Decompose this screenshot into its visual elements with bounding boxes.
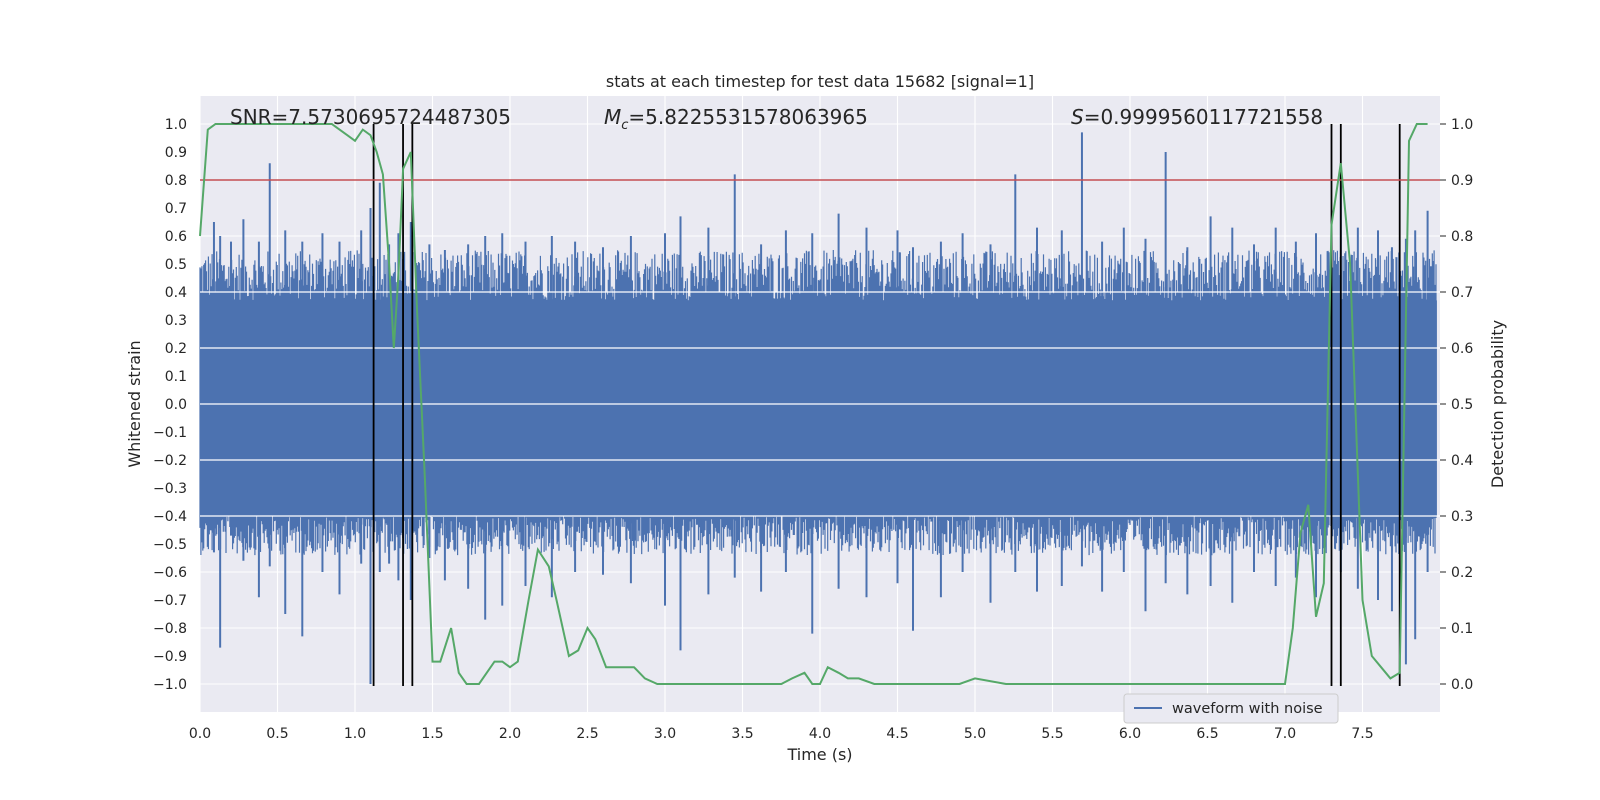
x-tick-label: 6.0 <box>1119 726 1141 742</box>
y-left-tick-label: 0.1 <box>165 369 187 385</box>
s-value: =0.9999560117721558 <box>1084 105 1323 129</box>
y-left-tick-label: 0.4 <box>165 285 187 301</box>
y-left-axis-label: Whitened strain <box>125 340 144 467</box>
x-tick-labels: 0.0 0.5 1.0 1.5 2.0 2.5 3.0 3.5 4.0 4.5 5.0 5.5 6.0 6… <box>189 726 1374 742</box>
chirp-mass-annotation: Mc=5.8225531578063965 <box>604 105 868 133</box>
y-left-tick-label: 0.2 <box>165 341 187 357</box>
legend: waveform with noise <box>1123 693 1339 724</box>
y-left-tick-label: −0.1 <box>153 425 187 441</box>
y-left-tick-label: 0.9 <box>165 145 187 161</box>
y-left-tick-label: −0.7 <box>153 593 187 609</box>
y-left-tick-label: −0.5 <box>153 537 187 553</box>
y-left-tick-label: −0.6 <box>153 565 187 581</box>
y-right-tick-label: 0.4 <box>1451 453 1473 469</box>
x-tick-label: 2.0 <box>499 726 521 742</box>
x-tick-label: 4.0 <box>809 726 831 742</box>
snr-annotation: SNR=7.5730695724487305 <box>230 105 511 129</box>
y-left-tick-label: 0.6 <box>165 229 187 245</box>
x-tick-label: 5.5 <box>1041 726 1063 742</box>
chirp-mass-symbol: M <box>604 105 621 129</box>
y-left-tick-label: 0.8 <box>165 173 187 189</box>
vertical-lines <box>372 124 1401 686</box>
y-left-tick-label: 0.5 <box>165 257 187 273</box>
y-left-tick-label: 0.7 <box>165 201 187 217</box>
y-right-tick-label: 0.6 <box>1451 341 1473 357</box>
y-right-tick-label: 0.5 <box>1451 397 1473 413</box>
chirp-mass-value: =5.8225531578063965 <box>628 105 867 129</box>
y-left-tick-label: 1.0 <box>165 117 187 133</box>
y-right-axis-label: Detection probability <box>1488 320 1507 488</box>
y-left-tick-label: −0.2 <box>153 453 187 469</box>
x-tick-label: 6.5 <box>1196 726 1218 742</box>
y-left-tick-label: −0.4 <box>153 509 187 525</box>
y-left-tick-label: −0.3 <box>153 481 187 497</box>
waveform-series <box>199 132 1440 684</box>
chirp-mass-subscript: c <box>621 118 628 133</box>
y-right-tick-label: 0.0 <box>1451 677 1473 693</box>
y-right-tick-label: 0.1 <box>1451 621 1473 637</box>
legend-box <box>1123 693 1339 724</box>
s-symbol: S <box>1071 105 1084 129</box>
x-tick-label: 5.0 <box>964 726 986 742</box>
x-tick-label: 4.5 <box>886 726 908 742</box>
x-tick-label: 3.0 <box>654 726 676 742</box>
y-right-tick-label: 0.9 <box>1451 173 1473 189</box>
waveform-noise-texture <box>199 250 1437 556</box>
s-annotation: S=0.9999560117721558 <box>1071 105 1323 129</box>
y-right-tick-label: 0.7 <box>1451 285 1473 301</box>
y-right-tick-label: 0.2 <box>1451 565 1473 581</box>
y-left-tick-label: 0.0 <box>165 397 187 413</box>
x-tick-label: 7.5 <box>1351 726 1373 742</box>
legend-entry-waveform: waveform with noise <box>1172 701 1323 717</box>
chart-title: stats at each timestep for test data 156… <box>606 72 1034 91</box>
x-axis-label: Time (s) <box>786 745 852 764</box>
y-left-tick-label: −0.9 <box>153 649 187 665</box>
y-left-tick-label: 0.3 <box>165 313 187 329</box>
x-tick-label: 1.5 <box>421 726 443 742</box>
y-right-tick-labels: 0.0 0.1 0.2 0.3 0.4 0.5 0.6 0.7 0.8 0.9 1.0 <box>1440 117 1473 693</box>
probability-series <box>199 123 1428 685</box>
y-left-tick-label: −0.8 <box>153 621 187 637</box>
x-tick-label: 2.5 <box>576 726 598 742</box>
x-tick-label: 7.0 <box>1274 726 1296 742</box>
x-tick-label: 0.5 <box>266 726 288 742</box>
y-right-tick-label: 0.3 <box>1451 509 1473 525</box>
x-tick-label: 3.5 <box>731 726 753 742</box>
x-tick-label: 1.0 <box>344 726 366 742</box>
y-left-tick-label: −1.0 <box>153 677 187 693</box>
x-tick-label: 0.0 <box>189 726 211 742</box>
y-right-tick-label: 0.8 <box>1451 229 1473 245</box>
y-left-tick-labels: −1.0 −0.9 −0.8 −0.7 −0.6 −0.5 −0.4 −0.3 −0.2 −0.1… <box>153 117 187 693</box>
y-right-tick-label: 1.0 <box>1451 117 1473 133</box>
